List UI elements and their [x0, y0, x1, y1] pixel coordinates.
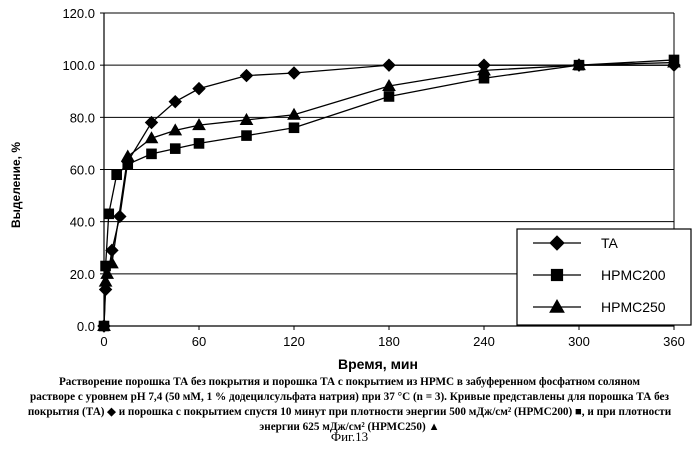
square-marker	[169, 143, 181, 154]
x-tick-label: 180	[378, 334, 400, 349]
square-marker	[383, 91, 395, 102]
diamond-marker	[113, 209, 127, 224]
triangle-marker	[667, 55, 681, 68]
y-tick-label: 0.0	[77, 319, 95, 334]
release-chart: 0.0 20.0 40.0 60.0 80.0 100.0 120.0 0 60 120 180 2…	[9, 6, 692, 372]
triangle-marker	[100, 266, 115, 279]
square-marker	[103, 208, 115, 220]
triangle-marker	[382, 79, 396, 92]
triangle-marker	[144, 131, 159, 144]
caption-line: Растворение порошка ТА без покрытия и по…	[58, 376, 641, 388]
figure-caption: Растворение порошка ТА без покрытия и по…	[2, 375, 697, 435]
x-tick-label: 120	[283, 334, 305, 349]
triangle-marker	[168, 123, 183, 136]
triangle-marker	[287, 107, 301, 120]
caption-line: растворе с уровнем рН 7,4 (50 мМ, 1 % до…	[30, 391, 669, 403]
legend-box	[516, 228, 692, 326]
y-tick-label: 100.0	[62, 58, 95, 73]
y-tick-label: 60.0	[70, 163, 95, 178]
x-axis-title: Время, мин	[338, 356, 418, 372]
triangle-marker	[120, 149, 135, 162]
series-layer	[97, 54, 681, 333]
triangle-marker	[98, 274, 113, 287]
legend-item-hpmc200: HPMC200	[533, 267, 666, 283]
legend-label: HPMC200	[601, 267, 666, 283]
caption-line: покрытия (ТА) ◆ и порошка с покрытием сп…	[27, 406, 672, 418]
triangle-marker	[192, 118, 206, 131]
diamond-marker	[192, 81, 206, 96]
y-tick-label: 80.0	[70, 110, 95, 125]
square-marker	[288, 122, 300, 134]
legend-item-ta: TA	[533, 235, 619, 251]
diamond-marker	[239, 68, 254, 83]
y-tick-label: 20.0	[70, 267, 95, 282]
figure-label: Фиг.13	[330, 429, 369, 444]
y-tick-labels: 0.0 20.0 40.0 60.0 80.0 100.0 120.0	[62, 6, 95, 334]
x-tick-label: 0	[100, 334, 107, 349]
x-tick-label: 60	[192, 334, 206, 349]
square-marker	[241, 130, 252, 141]
triangle-marker	[105, 256, 119, 269]
triangle-marker	[97, 318, 111, 331]
x-tick-labels: 0 60 120 180 240 300 360	[100, 334, 684, 349]
triangle-marker	[549, 298, 565, 313]
square-marker	[111, 169, 122, 181]
legend-label: TA	[601, 235, 619, 251]
caption-line: энергии 625 мДж/см² (НРМС250) ▲	[259, 421, 440, 433]
series-hpmc250	[97, 55, 681, 331]
diamond-marker	[287, 66, 301, 80]
legend-item-hpmc250: HPMC250	[533, 298, 666, 315]
diamond-marker	[549, 235, 565, 251]
series-line	[103, 64, 674, 327]
diamond-marker	[382, 58, 396, 72]
y-tick-label: 120.0	[62, 6, 95, 21]
square-marker	[146, 148, 157, 160]
diamond-marker	[168, 94, 182, 109]
legend-label: HPMC250	[601, 299, 666, 315]
x-tick-label: 360	[663, 334, 685, 349]
x-tick-label: 240	[473, 334, 495, 349]
diamond-marker	[105, 243, 119, 258]
legend: TA HPMC200 HPMC250	[516, 228, 692, 326]
x-tick-label: 300	[568, 334, 590, 349]
y-axis-title: Выделение, %	[9, 142, 23, 228]
y-tick-label: 40.0	[70, 215, 95, 230]
triangle-marker	[477, 63, 491, 76]
triangle-marker	[572, 58, 586, 71]
square-marker	[550, 268, 564, 282]
diamond-marker	[144, 115, 159, 130]
series-line	[103, 59, 675, 327]
square-marker	[193, 138, 205, 149]
triangle-marker	[239, 112, 254, 125]
